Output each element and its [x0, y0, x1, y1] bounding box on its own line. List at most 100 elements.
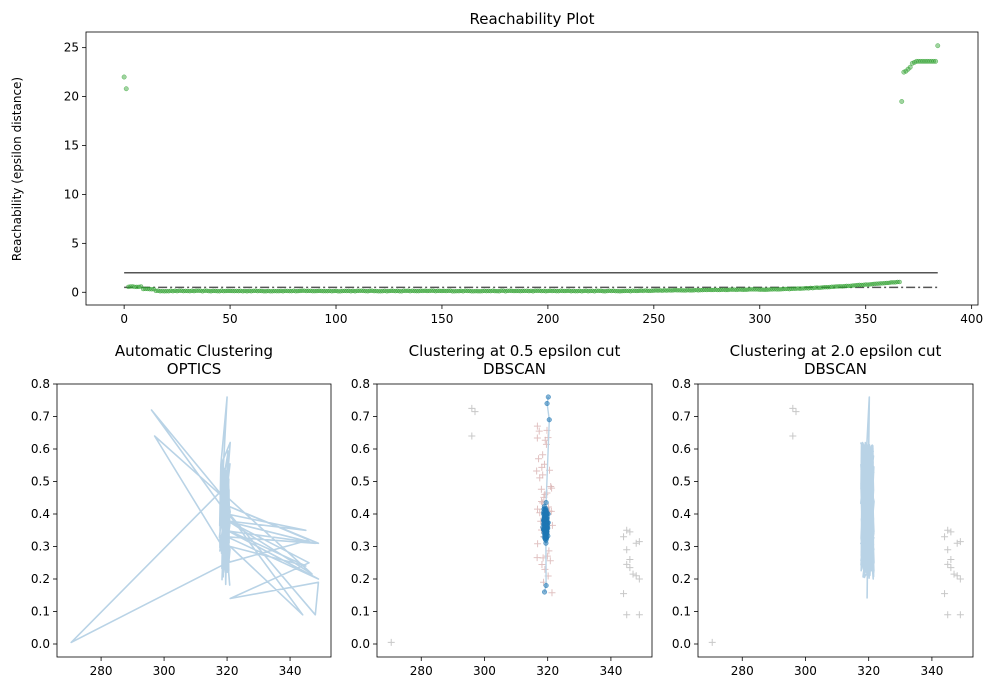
- noise-marker: [547, 482, 555, 490]
- noise-marker: [947, 528, 955, 536]
- dbscan-2-0-panel: Clustering at 2.0 epsilon cut DBSCAN 280 3…: [672, 342, 974, 678]
- y-tick-label: 0.0: [31, 637, 50, 651]
- noise-marker: [620, 590, 628, 598]
- axes-frame: [56, 383, 332, 658]
- x-tick-label: 200: [536, 312, 559, 326]
- y-tick-label: 20: [64, 90, 79, 104]
- y-tick-label: 0.7: [351, 410, 370, 424]
- noise-marker: [620, 533, 628, 541]
- x-tick-label: 280: [410, 664, 433, 678]
- reachability-plot-area: 0 50 100 150 200 250 300 350 400 0 5 10 15 20 25: [64, 31, 983, 326]
- y-tick-label: 0.4: [351, 507, 370, 521]
- y-tick-label: 5: [71, 236, 79, 250]
- noise-marker: [944, 546, 952, 554]
- noise-marker: [543, 552, 551, 560]
- noise-marker: [792, 408, 800, 416]
- noise-marker: [541, 565, 549, 573]
- reachability-y-axis-label: Reachability (epsilon distance): [10, 77, 24, 261]
- title-line: Clustering at 2.0 epsilon cut: [730, 342, 942, 360]
- optics-panel-title: Automatic Clustering OPTICS: [115, 342, 273, 378]
- x-tick-label: 300: [748, 312, 771, 326]
- noise-marker: [533, 422, 541, 430]
- y-tick-label: 0.5: [672, 475, 691, 489]
- noise-marker: [623, 611, 631, 619]
- reachability-point: [933, 58, 939, 64]
- y-tick-label: 0.7: [31, 410, 50, 424]
- axes-frame: [85, 31, 979, 306]
- noise-marker: [540, 460, 548, 468]
- reachability-point: [935, 43, 941, 49]
- y-tick-label: 0.8: [672, 377, 691, 391]
- y-tick-label: 0.2: [351, 572, 370, 586]
- y-tick-label: 0.1: [351, 605, 370, 619]
- reachability-plot-title: Reachability Plot: [470, 10, 595, 28]
- dbscan-cluster-line: [860, 396, 875, 599]
- x-tick-label: 300: [473, 664, 496, 678]
- x-tick-label: 100: [325, 312, 348, 326]
- noise-marker: [468, 432, 476, 440]
- y-tick-label: 0.0: [672, 637, 691, 651]
- y-tick-label: 25: [64, 41, 79, 55]
- x-tick-label: 0: [120, 312, 128, 326]
- noise-marker: [708, 638, 716, 646]
- noise-marker: [547, 507, 555, 515]
- noise-marker: [548, 484, 556, 492]
- x-tick-label: 340: [279, 664, 302, 678]
- y-tick-label: 0.6: [672, 442, 691, 456]
- noise-marker: [956, 611, 964, 619]
- x-tick-label: 320: [857, 664, 880, 678]
- x-tick-label: 400: [960, 312, 983, 326]
- noise-marker: [471, 408, 479, 416]
- y-tick-label: 0.2: [672, 572, 691, 586]
- noise-marker: [548, 589, 556, 597]
- y-tick-label: 10: [64, 187, 79, 201]
- noise-marker: [635, 611, 643, 619]
- x-tick-label: 320: [536, 664, 559, 678]
- optics-clustering-panel: Automatic Clustering OPTICS 280 300 320 340 0…: [31, 342, 332, 678]
- noise-marker: [626, 564, 634, 572]
- noise-marker: [956, 538, 964, 546]
- dbscan-2-0-panel-title: Clustering at 2.0 epsilon cut DBSCAN: [730, 342, 942, 378]
- y-tick-label: 0.3: [31, 540, 50, 554]
- noise-marker: [533, 434, 541, 442]
- noise-marker: [626, 528, 634, 536]
- noise-marker: [944, 611, 952, 619]
- cluster-point: [546, 417, 552, 423]
- noise-marker: [535, 427, 543, 435]
- noise-marker: [632, 539, 640, 547]
- noise-marker: [789, 404, 797, 412]
- x-tick-label: 300: [153, 664, 176, 678]
- x-tick-label: 280: [731, 664, 754, 678]
- noise-marker: [947, 564, 955, 572]
- noise-marker: [944, 560, 952, 568]
- y-tick-label: 0.5: [351, 475, 370, 489]
- noise-marker: [947, 556, 955, 563]
- y-tick-label: 0.8: [351, 377, 370, 391]
- axes-frame: [697, 383, 974, 658]
- reachability-point: [897, 279, 902, 285]
- optics-cluster-line: [70, 396, 320, 644]
- clipped-plot: [70, 396, 320, 644]
- noise-marker: [538, 560, 546, 568]
- noise-marker: [535, 455, 543, 463]
- noise-marker: [533, 505, 541, 513]
- y-tick-label: 0.0: [351, 637, 370, 651]
- reachability-point: [899, 99, 905, 104]
- noise-marker: [950, 570, 958, 578]
- y-tick-label: 0.3: [672, 540, 691, 554]
- noise-marker: [541, 436, 549, 444]
- cluster-point: [544, 400, 550, 407]
- noise-marker: [941, 533, 949, 541]
- title-line: Clustering at 0.5 epsilon cut: [409, 342, 621, 360]
- y-tick-label: 15: [64, 139, 79, 153]
- x-tick-label: 340: [920, 664, 943, 678]
- title-line: DBSCAN: [804, 360, 867, 378]
- y-tick-label: 0: [71, 285, 79, 299]
- cluster-point: [541, 589, 548, 595]
- y-tick-label: 0.5: [31, 475, 50, 489]
- noise-marker: [632, 572, 640, 580]
- noise-marker: [539, 471, 547, 479]
- noise-marker: [468, 404, 476, 412]
- reachability-plot-panel: Reachability Plot Reachability (epsilon …: [10, 10, 983, 326]
